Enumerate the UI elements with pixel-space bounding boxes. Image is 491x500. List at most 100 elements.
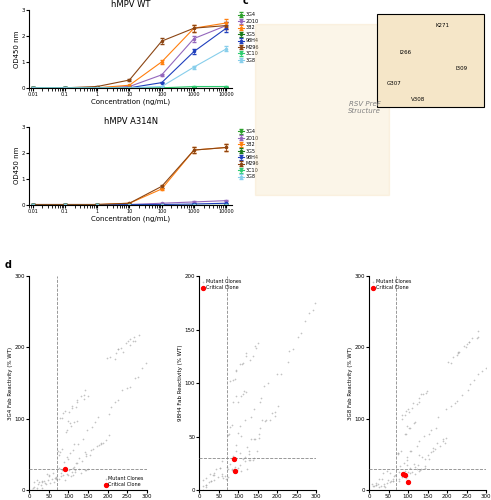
Mutant Clones	[33, 484, 41, 492]
Mutant Clones	[404, 405, 412, 413]
Critical Clone	[399, 470, 407, 478]
Legend: Mutant Clones, Critical Clone: Mutant Clones, Critical Clone	[371, 278, 411, 290]
Mutant Clones	[81, 466, 88, 473]
Mutant Clones	[222, 475, 230, 483]
Mutant Clones	[126, 342, 134, 349]
Mutant Clones	[423, 387, 431, 395]
Mutant Clones	[72, 468, 80, 476]
Critical Clone	[405, 478, 412, 486]
Mutant Clones	[401, 467, 409, 475]
Title: hMPV WT: hMPV WT	[111, 0, 150, 9]
Mutant Clones	[223, 465, 231, 473]
Mutant Clones	[368, 480, 376, 488]
Mutant Clones	[410, 420, 418, 428]
Mutant Clones	[451, 399, 459, 407]
Mutant Clones	[63, 453, 71, 461]
Mutant Clones	[454, 349, 462, 357]
Mutant Clones	[411, 418, 419, 426]
Mutant Clones	[78, 456, 85, 464]
Mutant Clones	[91, 418, 99, 426]
Mutant Clones	[415, 438, 423, 446]
Mutant Clones	[389, 474, 397, 482]
Mutant Clones	[401, 430, 409, 438]
Mutant Clones	[438, 435, 446, 443]
Mutant Clones	[389, 476, 397, 484]
Mutant Clones	[442, 405, 450, 413]
Mutant Clones	[70, 418, 78, 426]
Mutant Clones	[245, 456, 253, 464]
Mutant Clones	[97, 440, 105, 448]
Mutant Clones	[65, 408, 73, 416]
Mutant Clones	[412, 442, 420, 450]
Mutant Clones	[83, 426, 91, 434]
Text: V308: V308	[411, 97, 425, 102]
Mutant Clones	[415, 398, 423, 406]
Mutant Clones	[67, 422, 75, 430]
Mutant Clones	[214, 473, 221, 481]
Y-axis label: 3G4 Fab Reactivity (% WT): 3G4 Fab Reactivity (% WT)	[8, 346, 13, 420]
Mutant Clones	[417, 390, 425, 398]
Mutant Clones	[465, 338, 473, 346]
Mutant Clones	[262, 416, 270, 424]
FancyBboxPatch shape	[377, 14, 484, 108]
Mutant Clones	[63, 470, 71, 478]
Mutant Clones	[80, 391, 88, 399]
Mutant Clones	[384, 476, 392, 484]
Mutant Clones	[117, 344, 125, 352]
Mutant Clones	[210, 470, 218, 478]
Mutant Clones	[372, 481, 380, 489]
Mutant Clones	[87, 446, 95, 454]
Mutant Clones	[132, 374, 139, 382]
Mutant Clones	[460, 342, 468, 350]
Critical Clone	[231, 466, 239, 474]
Mutant Clones	[405, 468, 412, 476]
Mutant Clones	[301, 317, 309, 325]
Legend: 3G4, 2D10, 3B2, 3G5, 98H4, M296, 3C10, 3G8: 3G4, 2D10, 3B2, 3G5, 98H4, M296, 3C10, 3…	[239, 129, 259, 180]
Mutant Clones	[59, 408, 67, 416]
Mutant Clones	[261, 417, 269, 425]
Mutant Clones	[228, 464, 236, 472]
Mutant Clones	[309, 306, 317, 314]
Mutant Clones	[250, 454, 258, 462]
Mutant Clones	[232, 366, 240, 374]
Mutant Clones	[305, 308, 313, 316]
Mutant Clones	[123, 384, 131, 392]
Mutant Clones	[207, 476, 215, 484]
Mutant Clones	[241, 416, 249, 424]
Mutant Clones	[237, 467, 245, 475]
Mutant Clones	[198, 488, 206, 496]
Mutant Clones	[49, 476, 56, 484]
Critical Clone	[488, 468, 491, 476]
Mutant Clones	[398, 473, 406, 481]
Mutant Clones	[403, 454, 411, 462]
Mutant Clones	[211, 471, 218, 479]
Mutant Clones	[417, 465, 425, 473]
Mutant Clones	[253, 448, 261, 456]
Mutant Clones	[226, 377, 234, 385]
Mutant Clones	[58, 445, 66, 453]
Mutant Clones	[106, 353, 114, 361]
Mutant Clones	[231, 376, 239, 384]
Mutant Clones	[68, 402, 76, 409]
Mutant Clones	[465, 338, 473, 346]
Mutant Clones	[64, 455, 72, 463]
Mutant Clones	[398, 414, 406, 422]
Mutant Clones	[50, 478, 57, 486]
Mutant Clones	[231, 466, 239, 474]
Mutant Clones	[209, 472, 217, 480]
Mutant Clones	[84, 392, 92, 400]
Mutant Clones	[403, 456, 410, 464]
Mutant Clones	[202, 481, 210, 489]
Mutant Clones	[400, 459, 408, 467]
Mutant Clones	[372, 480, 380, 488]
Mutant Clones	[240, 390, 247, 398]
Mutant Clones	[380, 480, 388, 488]
Mutant Clones	[58, 414, 66, 422]
Mutant Clones	[419, 390, 427, 398]
Mutant Clones	[77, 468, 85, 476]
Mutant Clones	[455, 348, 463, 356]
Mutant Clones	[369, 482, 377, 490]
Mutant Clones	[474, 326, 482, 334]
Mutant Clones	[99, 440, 107, 448]
Mutant Clones	[66, 420, 74, 428]
